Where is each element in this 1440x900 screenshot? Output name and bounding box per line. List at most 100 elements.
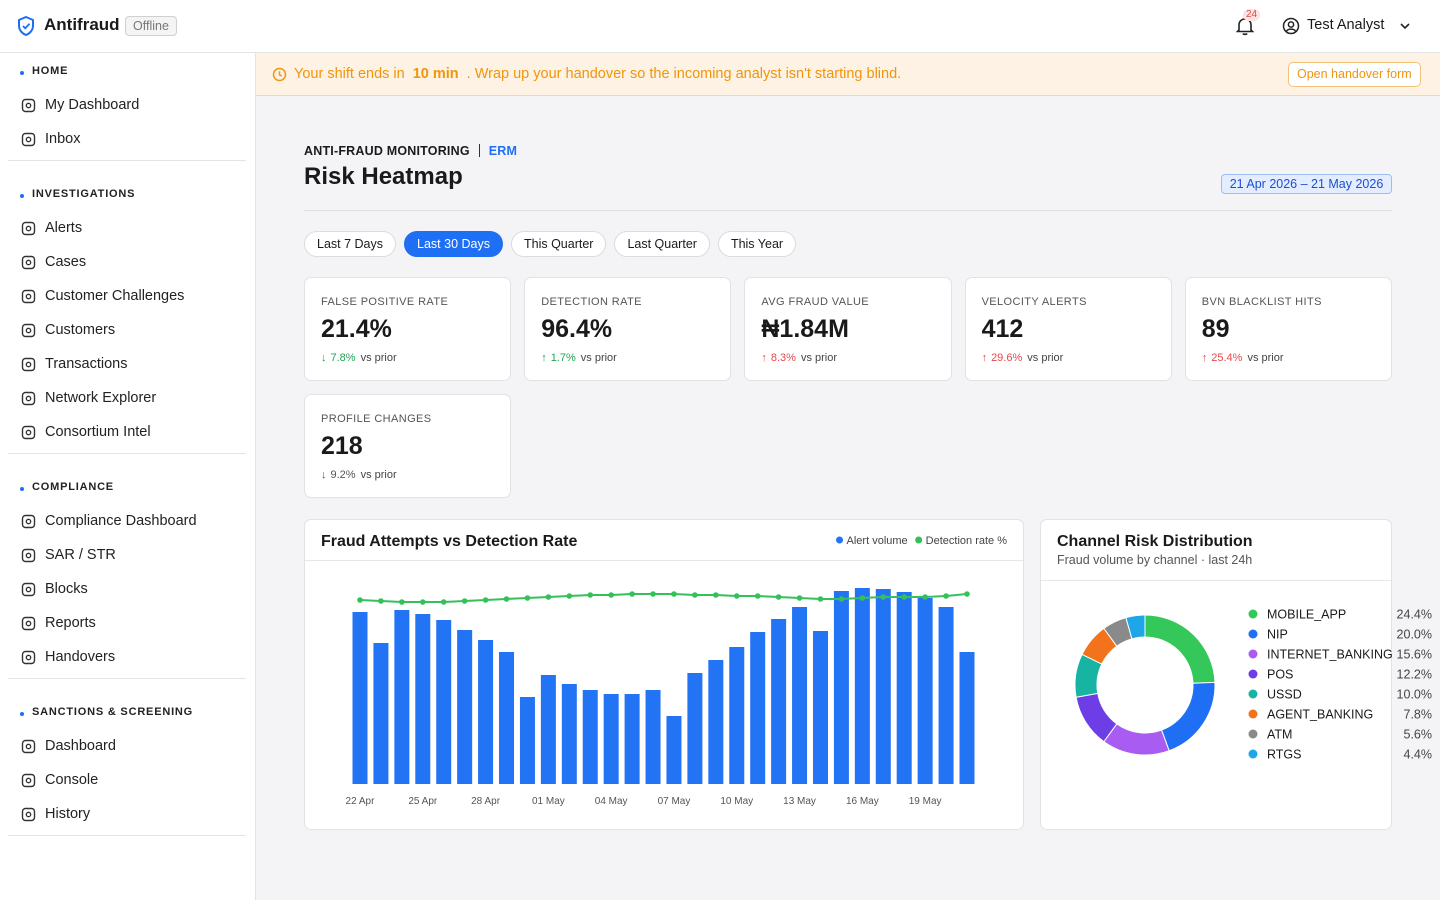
kpi-label: FALSE POSITIVE RATE <box>321 296 449 308</box>
kpi-delta: 9.2% <box>330 469 356 481</box>
kpi-note: vs prior <box>360 469 397 481</box>
nav-item[interactable]: Consortium Intel <box>8 417 246 447</box>
nav-item[interactable]: History <box>8 799 246 829</box>
kpi-value: ₦1.84M <box>761 315 849 343</box>
icon-shape <box>21 391 36 406</box>
kpi-change: ↑ 1.7% vs prior <box>541 352 617 364</box>
kpi-arrow: ↑ <box>541 352 547 364</box>
icon-shape <box>21 98 36 113</box>
icon-shape <box>25 102 32 109</box>
icon-shape <box>21 132 36 147</box>
legend-value: 7.8% <box>1404 708 1433 722</box>
kpi-label: PROFILE CHANGES <box>321 413 432 425</box>
nav-label: Console <box>45 772 99 788</box>
handover-button[interactable]: Open handover form <box>1288 62 1421 87</box>
nav-icon <box>21 548 36 563</box>
kpi-arrow: ↑ <box>1201 352 1208 364</box>
kpi-label: VELOCITY ALERTS <box>981 296 1087 308</box>
section-dot <box>20 712 24 716</box>
nav-item[interactable]: Alerts <box>8 213 246 243</box>
card-divider <box>305 560 1023 561</box>
kpi-grid: FALSE POSITIVE RATE 21.4% ↓ 7.8% vs prior DET… <box>304 277 1392 498</box>
icon-shape <box>25 429 32 436</box>
icon-shape <box>21 650 36 665</box>
date-filters: Last 7 Days Last 30 Days This Quarter Last … <box>304 231 797 257</box>
filter-pill[interactable]: This Quarter <box>510 231 607 257</box>
kpi-change: ↓ 7.8% vs prior <box>321 352 397 364</box>
nav-item[interactable]: Cases <box>8 247 246 277</box>
section-title: SANCTIONS & SCREENING <box>32 706 194 718</box>
brand-logo <box>18 16 34 36</box>
icon-shape <box>21 514 36 529</box>
chart-card <box>304 519 1024 830</box>
nav-item[interactable]: Handovers <box>8 642 246 672</box>
icon-shape <box>21 582 36 597</box>
icon-shape <box>25 259 32 266</box>
nav-icon <box>21 650 36 665</box>
legend-value: 4.4% <box>1404 748 1433 762</box>
kpi-card: PROFILE CHANGES 218 ↓ 9.2% vs prior <box>304 394 512 498</box>
icon-shape <box>25 811 32 818</box>
section-dot <box>20 71 24 75</box>
user-name[interactable]: Test Analyst <box>1307 17 1385 33</box>
nav-label: Reports <box>45 615 96 631</box>
nav-item[interactable]: SAR / STR <box>8 540 246 570</box>
kpi-label: AVG FRAUD VALUE <box>761 296 870 308</box>
card-divider <box>1041 580 1391 581</box>
kpi-arrow: ↓ <box>321 469 327 481</box>
kpi-value: 89 <box>1201 315 1230 343</box>
nav-icon <box>21 773 36 788</box>
notification-count: 24 <box>1243 9 1261 21</box>
nav-icon <box>21 289 36 304</box>
nav-item[interactable]: Reports <box>8 608 246 638</box>
date-range[interactable]: 21 Apr 2026 – 21 May 2026 <box>1221 174 1392 194</box>
nav-label: Network Explorer <box>45 390 157 406</box>
separator <box>478 144 480 157</box>
nav-icon <box>21 323 36 338</box>
clock-icon <box>272 67 287 82</box>
nav-item[interactable]: Compliance Dashboard <box>8 506 246 536</box>
kpi-card: FALSE POSITIVE RATE 21.4% ↓ 7.8% vs prior <box>304 277 512 381</box>
nav-item[interactable]: Console <box>8 765 246 795</box>
kpi-arrow: ↑ <box>981 352 988 364</box>
user-avatar[interactable] <box>1282 17 1300 35</box>
nav-item[interactable]: Network Explorer <box>8 383 246 413</box>
nav-icon <box>21 425 36 440</box>
banner-text: Your shift ends in <box>294 66 405 82</box>
user-menu-chevron[interactable] <box>1399 21 1411 31</box>
kpi-value: 21.4% <box>321 315 392 343</box>
nav-icon <box>21 807 36 822</box>
nav-label: Blocks <box>45 581 88 597</box>
chart-card <box>1040 519 1392 830</box>
icon-shape <box>21 425 36 440</box>
section-dot <box>20 194 24 198</box>
kpi-label: BVN BLACKLIST HITS <box>1201 296 1322 308</box>
filter-pill[interactable]: Last 30 Days <box>404 231 503 257</box>
kpi-arrow: ↑ <box>761 352 767 364</box>
filter-pill[interactable]: Last Quarter <box>614 231 710 257</box>
nav-item[interactable]: Dashboard <box>8 731 246 761</box>
nav-item[interactable]: Customer Challenges <box>8 281 246 311</box>
kpi-card: VELOCITY ALERTS 412 ↑ 29.6% vs prior <box>964 277 1172 381</box>
section-title: HOME <box>32 65 69 77</box>
eyebrow-text: ANTI-FRAUD MONITORING <box>304 144 470 158</box>
nav-item[interactable]: Blocks <box>8 574 246 604</box>
nav-item[interactable]: My Dashboard <box>8 90 246 120</box>
icon-shape <box>25 654 32 661</box>
nav-icon <box>21 616 36 631</box>
nav-label: History <box>45 806 91 822</box>
nav-label: Consortium Intel <box>45 424 151 440</box>
kpi-value: 218 <box>321 432 363 460</box>
kpi-change: ↓ 9.2% vs prior <box>321 469 397 481</box>
page-eyebrow: ANTI-FRAUD MONITORING ERM <box>304 144 517 158</box>
nav-label: Cases <box>45 254 87 270</box>
filter-pill[interactable]: This Year <box>717 231 797 257</box>
nav-item[interactable]: Customers <box>8 315 246 345</box>
kpi-value: 96.4% <box>541 315 613 343</box>
filter-pill[interactable]: Last 7 Days <box>304 231 397 257</box>
nav-item[interactable]: Transactions <box>8 349 246 379</box>
kpi-note: vs prior <box>1027 352 1064 364</box>
legend-value: 12.2% <box>1397 668 1432 682</box>
section-title: INVESTIGATIONS <box>32 188 136 200</box>
nav-item[interactable]: Inbox <box>8 124 246 154</box>
